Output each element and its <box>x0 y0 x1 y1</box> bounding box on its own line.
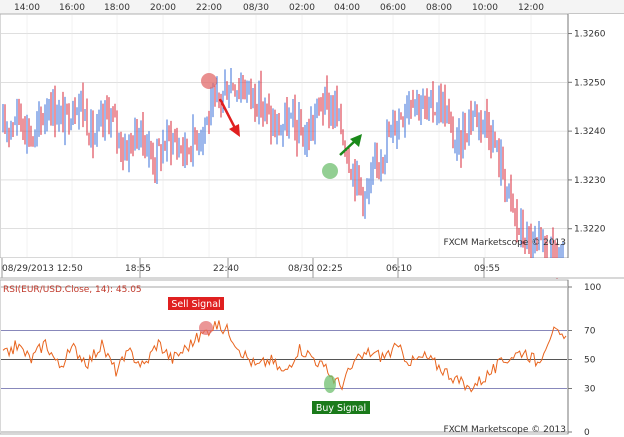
rsi-axis-label: 30 <box>584 385 596 395</box>
top-time-label: 12:00 <box>518 3 544 13</box>
top-time-ruler <box>0 0 624 14</box>
top-time-label: 22:00 <box>196 3 222 13</box>
price-axis-panel <box>568 14 624 258</box>
rsi-axis: 100 70 50 30 0 <box>568 283 601 437</box>
top-time-label: 20:00 <box>150 3 176 13</box>
rsi-axis-label: 100 <box>584 283 601 293</box>
price-axis-label: 1.3230 <box>574 176 606 186</box>
buy-arrow <box>339 134 362 156</box>
top-time-label: 08/30 <box>243 3 269 13</box>
rsi-label: RSI(EUR/USD.Close, 14): 45.05 <box>3 285 142 295</box>
sell-signal-text: Sell Signal <box>171 299 220 310</box>
top-time-label: 06:00 <box>380 3 406 13</box>
top-time-label: 16:00 <box>59 3 85 13</box>
sell-signal-marker <box>201 73 217 89</box>
sell-arrow <box>218 98 240 137</box>
price-axis: 1.3260 1.3250 1.3240 1.3230 1.3220 <box>568 30 606 235</box>
bottom-time-label: 18:55 <box>125 264 151 274</box>
price-panel <box>0 13 569 259</box>
buy-signal-marker <box>322 163 338 179</box>
rsi-panel <box>0 279 569 435</box>
bottom-time-label: 06:10 <box>386 264 412 274</box>
rsi-axis-label: 50 <box>584 356 596 366</box>
top-time-label: 18:00 <box>104 3 130 13</box>
bottom-time-label: 08/30 02:25 <box>288 264 343 274</box>
rsi-grid <box>1 286 567 433</box>
price-axis-label: 1.3260 <box>574 30 606 40</box>
rsi-axis-label: 0 <box>584 428 590 437</box>
top-time-label: 08:00 <box>426 3 452 13</box>
top-time-label: 10:00 <box>472 3 498 13</box>
buy-signal-label: Buy Signal <box>312 401 370 414</box>
top-time-label: 04:00 <box>334 3 360 13</box>
price-axis-label: 1.3250 <box>574 78 606 88</box>
price-axis-label: 1.3220 <box>574 225 606 235</box>
price-axis-label: 1.3240 <box>574 127 606 137</box>
top-time-label: 02:00 <box>289 3 315 13</box>
bottom-time-ticks: 08/29/2013 12:50 18:55 22:40 08/30 02:25 06:… <box>1 258 500 278</box>
watermark-bottom: FXCM Marketscope © 2013 <box>443 425 566 435</box>
bottom-time-label: 08/29/2013 12:50 <box>2 264 83 274</box>
bottom-time-label: 22:40 <box>213 264 239 274</box>
rsi-buy-marker <box>324 375 336 393</box>
bottom-time-label: 09:55 <box>474 264 500 274</box>
top-time-label: 14:00 <box>14 3 40 13</box>
rsi-axis-label: 70 <box>584 327 596 337</box>
bottom-time-ruler <box>0 258 624 278</box>
price-candles <box>2 68 564 280</box>
buy-signal-text: Buy Signal <box>316 403 366 414</box>
sell-signal-label: Sell Signal <box>168 297 224 310</box>
rsi-sell-marker <box>199 321 213 335</box>
rsi-series <box>2 320 567 393</box>
watermark-top: FXCM Marketscope © 2013 <box>443 238 566 248</box>
rsi-line <box>2 320 567 393</box>
